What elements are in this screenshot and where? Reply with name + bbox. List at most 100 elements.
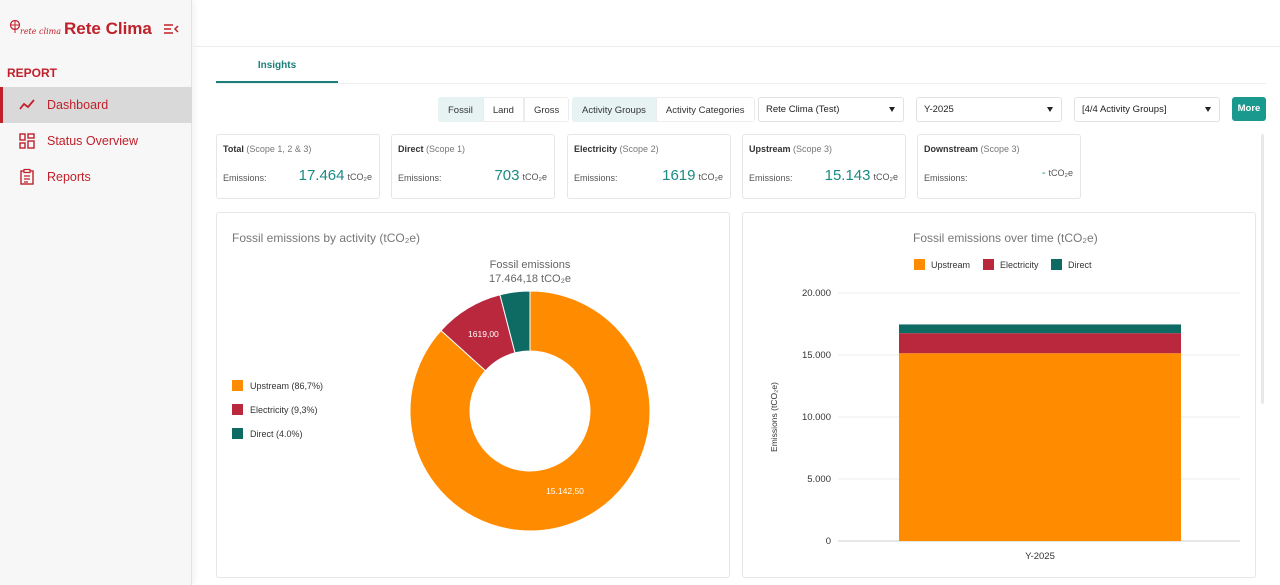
brand-logo[interactable]: rete clima Rete Clima: [8, 18, 184, 42]
sidebar-item-label: Dashboard: [47, 98, 109, 112]
legend-swatch: [983, 259, 994, 270]
bar-chart-panel: Fossil emissions over time (tCO₂e) Upstr…: [742, 212, 1256, 578]
brand-small-text: rete clima: [20, 27, 62, 36]
year-value: Y-2025: [924, 104, 954, 115]
legend-swatch: [232, 404, 243, 415]
kpi-title: Electricity: [574, 144, 618, 154]
legend-swatch: [1051, 259, 1062, 270]
year-select[interactable]: Y-2025: [916, 97, 1062, 122]
donut-slice-upstream[interactable]: [409, 290, 651, 532]
brand-name: Rete Clima: [64, 19, 152, 38]
kpi-value: 1619: [662, 167, 696, 184]
chevron-down-icon: [889, 107, 895, 112]
clipboard-icon: [20, 168, 34, 185]
donut-center-total: 17.464,18 tCO₂e: [489, 273, 571, 285]
kpi-unit: tCO₂e: [522, 172, 548, 182]
toggle-gross[interactable]: Gross: [523, 97, 570, 122]
legend-label: Upstream (86,7%): [250, 380, 324, 391]
donut-chart-panel: Fossil emissions by activity (tCO₂e) Ups…: [216, 212, 730, 578]
rete-clima-logo-mark: rete clima: [8, 20, 62, 38]
grid-icon: [19, 133, 35, 149]
kpi-value: 703: [494, 167, 520, 184]
sidebar-item-reports[interactable]: Reports: [0, 159, 192, 195]
toggle-land[interactable]: Land: [482, 97, 524, 122]
legend-item-direct[interactable]: Direct: [1051, 259, 1092, 270]
top-bar: [193, 0, 1280, 47]
kpi-title: Direct: [398, 144, 424, 154]
kpi-unit: tCO₂e: [347, 172, 373, 182]
kpi-unit: tCO₂e: [698, 172, 724, 182]
kpi-label: Emissions:: [223, 173, 267, 183]
organization-value: Rete Clima (Test): [766, 104, 840, 115]
legend-label: Electricity (9,3%): [250, 404, 318, 415]
kpi-label: Emissions:: [574, 173, 618, 183]
chevron-down-icon: [1205, 107, 1211, 112]
kpi-scope: (Scope 3): [793, 144, 833, 154]
donut-center-title: Fossil emissions: [489, 259, 571, 271]
bar-segment-direct[interactable]: [899, 324, 1181, 334]
donut-chart: 15.142,50 1619,00: [409, 290, 651, 532]
legend-label: Upstream: [931, 259, 971, 270]
kpi-card-downstream: Downstream (Scope 3) Emissions: - tCO₂e: [917, 134, 1081, 199]
slice-label-electricity: 1619,00: [468, 329, 499, 339]
more-button[interactable]: More: [1232, 97, 1266, 121]
kpi-scope: (Scope 1, 2 & 3): [246, 144, 312, 154]
kpi-scope: (Scope 3): [980, 144, 1020, 154]
legend-swatch: [232, 428, 243, 439]
kpi-card-direct: Direct (Scope 1) Emissions: 703 tCO₂e: [391, 134, 555, 199]
legend-swatch: [232, 380, 243, 391]
y-tick-label: 10.000: [802, 412, 831, 423]
slice-label-upstream: 15.142,50: [546, 486, 584, 496]
sidebar-section-report: REPORT: [7, 66, 58, 80]
tab-divider: [216, 83, 1266, 84]
kpi-title: Downstream: [924, 144, 979, 154]
legend-swatch: [914, 259, 925, 270]
kpi-scope: (Scope 1): [426, 144, 466, 154]
y-tick-label: 0: [826, 536, 831, 547]
toggle-fossil[interactable]: Fossil: [438, 97, 483, 122]
emission-type-toggle: Fossil Land Gross: [438, 97, 570, 122]
bar-panel-title: Fossil emissions over time (tCO₂e): [913, 231, 1098, 245]
kpi-card-upstream: Upstream (Scope 3) Emissions: 15.143 tCO₂…: [742, 134, 906, 199]
kpi-value: 15.143: [824, 167, 871, 184]
trend-line-icon: [19, 99, 35, 110]
kpi-card-electricity: Electricity (Scope 2) Emissions: 1619 tCO…: [567, 134, 731, 199]
sidebar-item-dashboard[interactable]: Dashboard: [0, 87, 192, 123]
legend-item-upstream[interactable]: Upstream (86,7%): [232, 380, 323, 391]
kpi-label: Emissions:: [398, 173, 442, 183]
chevron-down-icon: [1047, 107, 1053, 112]
logo-tree-icon: [9, 20, 21, 33]
bar-segment-upstream[interactable]: [899, 353, 1181, 541]
bar-segment-electricity[interactable]: [899, 333, 1181, 354]
y-tick-label: 5.000: [807, 474, 831, 485]
donut-panel-title: Fossil emissions by activity (tCO₂e): [232, 231, 421, 245]
grouping-toggle: Activity Groups Activity Categories: [572, 97, 755, 122]
stacked-bar-chart: 20.000 15.000 10.000 5.000 0 Emissions (tCO₂e…: [769, 288, 1240, 562]
legend-label: Electricity: [1000, 259, 1039, 270]
legend-item-electricity[interactable]: Electricity: [983, 259, 1039, 270]
legend-item-upstream[interactable]: Upstream: [914, 259, 970, 270]
legend-item-direct[interactable]: Direct (4.0%): [232, 428, 303, 439]
sidebar-item-label: Status Overview: [47, 134, 139, 148]
scrollbar[interactable]: [1261, 134, 1264, 404]
kpi-title: Total: [223, 144, 244, 154]
collapse-sidebar-icon[interactable]: [163, 21, 179, 37]
tab-insights[interactable]: Insights: [216, 53, 338, 83]
kpi-value: -: [1041, 167, 1046, 179]
y-tick-label: 20.000: [802, 288, 831, 299]
toggle-activity-groups[interactable]: Activity Groups: [572, 97, 656, 122]
toggle-activity-categories[interactable]: Activity Categories: [655, 97, 755, 122]
sidebar: rete clima Rete Clima REPORT Dashboard S…: [0, 0, 192, 585]
activity-groups-select[interactable]: [4/4 Activity Groups]: [1074, 97, 1220, 122]
kpi-scope: (Scope 2): [619, 144, 659, 154]
legend-item-electricity[interactable]: Electricity (9,3%): [232, 404, 318, 415]
kpi-label: Emissions:: [924, 173, 968, 183]
sidebar-item-status-overview[interactable]: Status Overview: [0, 123, 192, 159]
kpi-unit: tCO₂e: [873, 172, 899, 182]
kpi-label: Emissions:: [749, 173, 793, 183]
sidebar-item-label: Reports: [47, 170, 91, 184]
organization-select[interactable]: Rete Clima (Test): [758, 97, 904, 122]
donut-slice-direct[interactable]: [499, 290, 531, 354]
y-tick-label: 15.000: [802, 350, 831, 361]
kpi-value: 17.464: [298, 167, 345, 184]
